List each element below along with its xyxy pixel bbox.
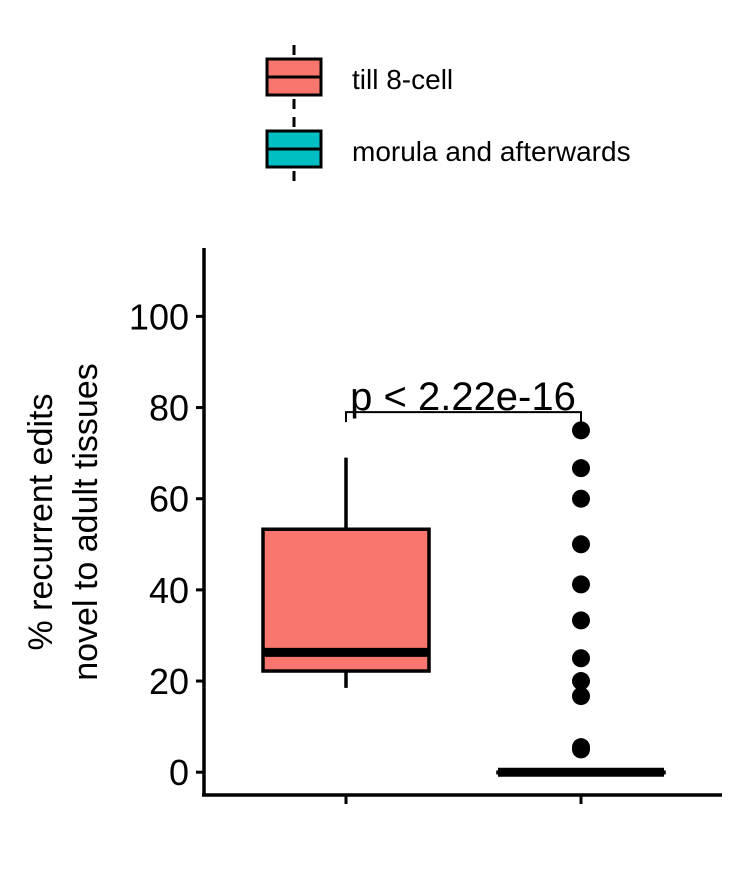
y-axis-label-line1: % recurrent edits bbox=[22, 394, 60, 651]
box-morula-and-afterwards bbox=[496, 421, 666, 777]
outlier-point bbox=[572, 489, 590, 508]
outlier-point bbox=[572, 649, 590, 668]
outlier-point bbox=[572, 575, 590, 594]
legend-key bbox=[265, 45, 323, 109]
comparison: p < 2.22e-16 bbox=[345, 375, 582, 423]
legend-label-morula: morula and afterwards bbox=[352, 136, 631, 167]
y-tick-label: 0 bbox=[169, 752, 189, 793]
x-ticks bbox=[344, 795, 583, 804]
legend-label-till-8-cell: till 8-cell bbox=[352, 64, 453, 95]
comparison-bracket bbox=[345, 411, 582, 423]
outlier-point bbox=[572, 459, 590, 478]
y-tick-label: 60 bbox=[149, 479, 189, 520]
legend-key bbox=[265, 117, 323, 181]
p-value-label: p < 2.22e-16 bbox=[350, 375, 576, 419]
outlier-point bbox=[572, 672, 590, 691]
legend: till 8-cell morula and afterwards bbox=[265, 45, 631, 181]
box-body bbox=[261, 527, 431, 673]
y-tick-label: 40 bbox=[149, 570, 189, 611]
y-axis-label-line2: novel to adult tissues bbox=[67, 363, 105, 681]
outlier-point bbox=[572, 687, 590, 706]
outlier-point bbox=[572, 738, 590, 757]
y-tick-label: 100 bbox=[129, 296, 189, 337]
outlier-point bbox=[572, 535, 590, 554]
outlier-point bbox=[572, 611, 590, 630]
box-till-8-cell bbox=[261, 457, 431, 688]
y-tick-label: 20 bbox=[149, 661, 189, 702]
boxes bbox=[261, 421, 666, 777]
y-tick-label: 80 bbox=[149, 388, 189, 429]
y-ticks: 0 20 40 60 80 100 bbox=[129, 296, 204, 793]
outlier-point bbox=[572, 421, 590, 440]
